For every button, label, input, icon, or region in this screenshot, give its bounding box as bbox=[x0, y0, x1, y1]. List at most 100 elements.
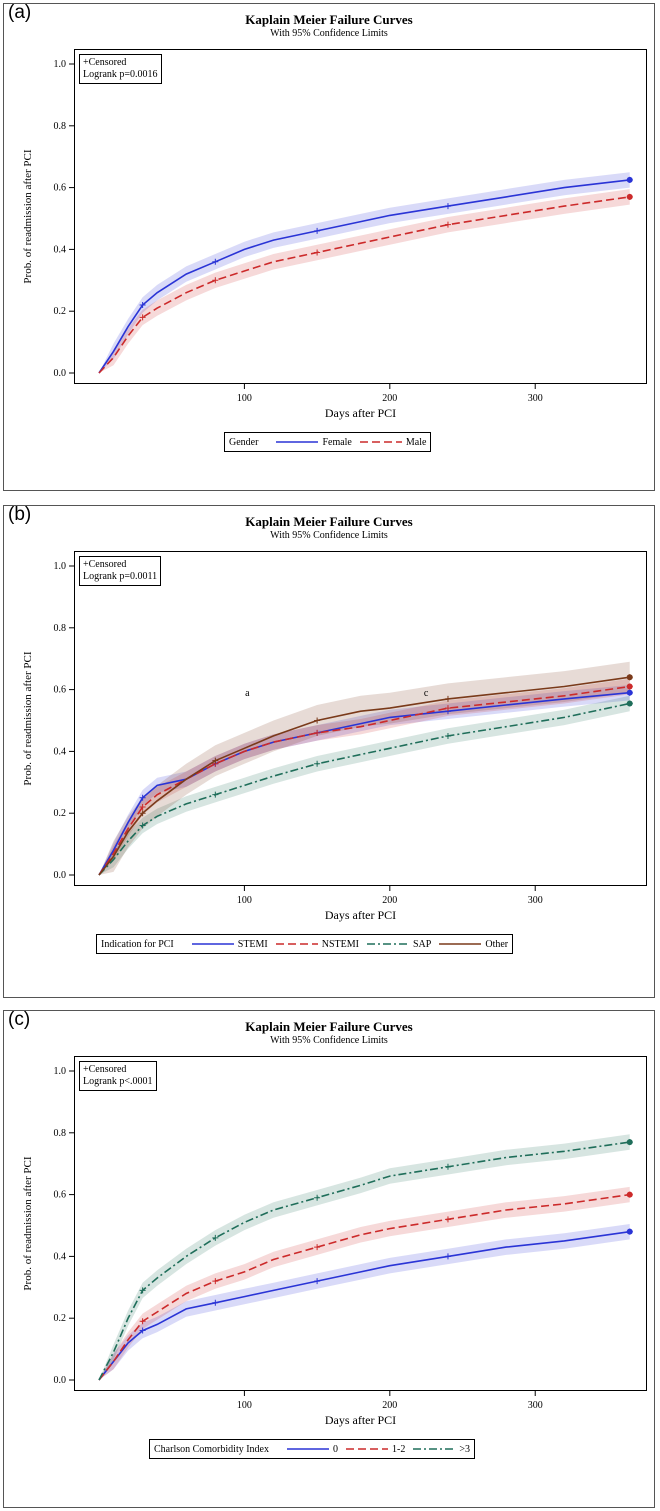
data-point bbox=[314, 760, 321, 767]
data-point bbox=[139, 1327, 146, 1334]
series-line bbox=[98, 685, 630, 876]
legend-label: SAP bbox=[413, 938, 432, 950]
data-point bbox=[444, 695, 451, 702]
data-point bbox=[314, 227, 321, 234]
stats-box: +Censored Logrank p=0.0011 bbox=[79, 556, 162, 586]
legend-swatch bbox=[439, 943, 482, 945]
legend-label: 0 bbox=[333, 1443, 338, 1455]
series-end-marker bbox=[626, 1139, 633, 1146]
series-end-marker bbox=[626, 176, 633, 183]
stats-box: +Censored Logrank p<.0001 bbox=[79, 1061, 157, 1091]
data-point bbox=[212, 791, 219, 798]
legend-swatch bbox=[191, 943, 234, 945]
legend-swatch bbox=[276, 441, 319, 443]
legend-swatch bbox=[359, 441, 402, 443]
plot-area: 0.0 0.2 0.4 0.6 0.8 1.0 100 200 300 Prob. of read… bbox=[22, 1056, 647, 1411]
series-end-marker bbox=[626, 193, 633, 200]
y-tick-label: 0.8 bbox=[54, 623, 67, 634]
chart-title: Kaplain Meier Failure Curves bbox=[245, 514, 413, 529]
series-end-marker bbox=[626, 674, 633, 681]
legend-item: STEMI bbox=[191, 938, 268, 950]
x-tick-label: 200 bbox=[382, 895, 397, 906]
data-point bbox=[139, 1287, 146, 1294]
chart-panel: (a) Kaplain Meier Failure Curves With 95% … bbox=[3, 2, 655, 491]
legend-title: Gender bbox=[229, 436, 259, 448]
legend-item: SAP bbox=[367, 939, 431, 950]
legend-label: 1-2 bbox=[392, 1443, 406, 1455]
series-line bbox=[98, 196, 630, 374]
legend-swatch bbox=[275, 943, 318, 945]
series-line bbox=[98, 1193, 630, 1381]
y-tick-label: 0.2 bbox=[54, 306, 67, 317]
legend: Gender Female Male bbox=[224, 432, 432, 452]
legend-label: NSTEMI bbox=[321, 938, 359, 950]
legend-title: Indication for PCI bbox=[101, 938, 174, 950]
logrank-label: Logrank p=0.0011 bbox=[83, 571, 158, 582]
y-tick-label: 0.0 bbox=[54, 368, 67, 379]
confidence-band bbox=[99, 1134, 630, 1380]
plot-frame bbox=[74, 1056, 647, 1391]
series-line bbox=[98, 1141, 630, 1381]
y-tick-label: 0.6 bbox=[54, 183, 67, 194]
data-point bbox=[212, 757, 219, 764]
legend: Indication for PCI STEMI NSTEMI SAP Other bbox=[96, 934, 514, 954]
y-tick-label: 0.8 bbox=[54, 1128, 67, 1139]
plot-frame bbox=[74, 49, 647, 384]
logrank-label: Logrank p=0.0016 bbox=[83, 69, 158, 80]
data-point bbox=[444, 1163, 451, 1170]
series-line bbox=[98, 702, 630, 876]
confidence-band bbox=[99, 1186, 630, 1380]
series-line bbox=[98, 1230, 630, 1381]
plot-svg: 0.0 0.2 0.4 0.6 0.8 1.0 100 200 300 a c bbox=[54, 551, 647, 906]
confidence-band bbox=[99, 695, 630, 875]
data-point bbox=[212, 1234, 219, 1241]
chart-title: Kaplain Meier Failure Curves bbox=[245, 1019, 413, 1034]
confidence-band bbox=[99, 189, 630, 373]
legend-item: >3 bbox=[413, 1444, 470, 1455]
x-tick-label: 100 bbox=[237, 895, 252, 906]
data-point bbox=[314, 729, 321, 736]
chart-subtitle: With 95% Confidence Limits bbox=[270, 530, 388, 541]
confidence-band bbox=[99, 661, 630, 875]
series-end-marker bbox=[626, 1191, 633, 1198]
data-point bbox=[139, 810, 146, 817]
x-axis-label: Days after PCI bbox=[324, 406, 397, 420]
censored-label: +Censored bbox=[83, 559, 127, 570]
data-point bbox=[212, 1299, 219, 1306]
y-tick-label: 1.0 bbox=[54, 59, 67, 70]
plot-frame bbox=[74, 551, 647, 886]
chart-subtitle: With 95% Confidence Limits bbox=[270, 28, 388, 39]
y-tick-label: 0.6 bbox=[54, 1190, 67, 1201]
data-point bbox=[139, 794, 146, 801]
y-tick-label: 0.4 bbox=[54, 746, 67, 757]
confidence-band bbox=[99, 172, 630, 373]
series-end-marker bbox=[626, 700, 633, 707]
plot-svg: 0.0 0.2 0.4 0.6 0.8 1.0 100 200 300 bbox=[54, 1056, 647, 1411]
data-point bbox=[444, 1216, 451, 1223]
x-tick-label: 300 bbox=[528, 393, 543, 404]
y-tick-label: 0.8 bbox=[54, 121, 67, 132]
x-tick-label: 100 bbox=[237, 393, 252, 404]
x-tick-label: 300 bbox=[528, 1400, 543, 1411]
y-tick-label: 0.0 bbox=[54, 870, 67, 881]
legend-label: Female bbox=[322, 436, 352, 448]
legend-item: Male bbox=[359, 437, 426, 448]
data-point bbox=[444, 732, 451, 739]
annotation: c bbox=[424, 688, 429, 699]
x-tick-label: 100 bbox=[237, 1400, 252, 1411]
x-tick-label: 200 bbox=[382, 1400, 397, 1411]
chart-subtitle: With 95% Confidence Limits bbox=[270, 1035, 388, 1046]
y-tick-label: 0.4 bbox=[54, 244, 67, 255]
y-tick-label: 1.0 bbox=[54, 1066, 67, 1077]
legend-item: Female bbox=[276, 436, 352, 448]
plot-area: 0.0 0.2 0.4 0.6 0.8 1.0 100 200 300 a c Prob. of re… bbox=[22, 551, 647, 906]
series-end-marker bbox=[626, 1228, 633, 1235]
legend-label: STEMI bbox=[237, 938, 268, 950]
y-tick-label: 0.0 bbox=[54, 1375, 67, 1386]
chart-panel: (c) Kaplain Meier Failure Curves With 95% … bbox=[3, 1009, 655, 1508]
data-point bbox=[444, 1253, 451, 1260]
panel-label: (c) bbox=[8, 1009, 31, 1030]
y-tick-label: 1.0 bbox=[54, 561, 67, 572]
y-axis-label: Prob. of readmission after PCI bbox=[22, 651, 34, 786]
plot-svg: 0.0 0.2 0.4 0.6 0.8 1.0 100 200 300 bbox=[54, 49, 647, 404]
